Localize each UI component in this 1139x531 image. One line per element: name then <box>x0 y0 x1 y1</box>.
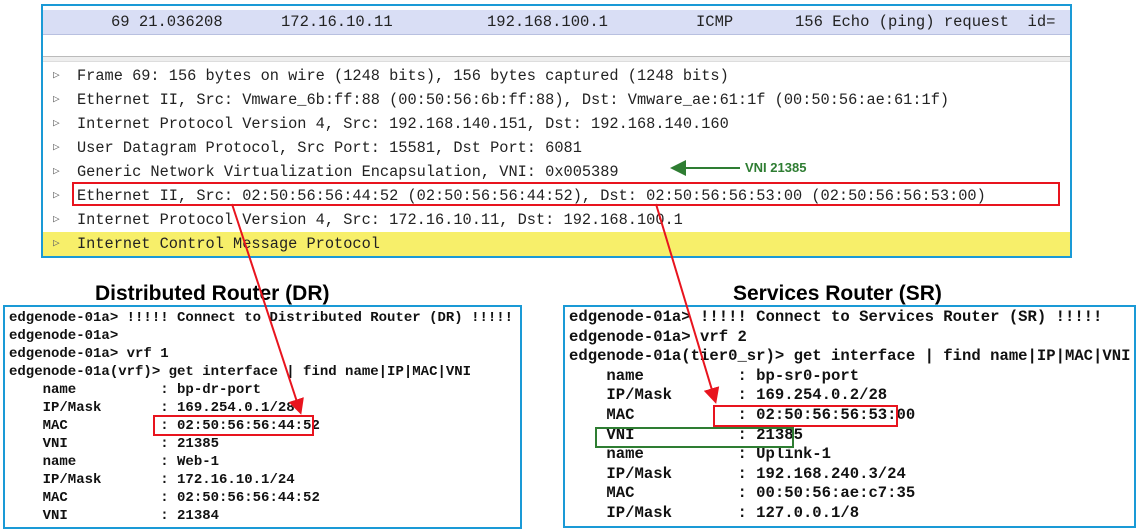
terminal-line: edgenode-01a(vrf)> get interface | find … <box>9 364 472 380</box>
terminal-line: name : Uplink-1 <box>569 445 832 464</box>
pane-splitter[interactable] <box>43 56 1070 62</box>
packet-list-row[interactable]: 69 21.036208 172.16.10.11 192.168.100.1 … <box>43 10 1070 35</box>
terminal-line: MAC : 00:50:56:ae:c7:35 <box>569 484 916 503</box>
tree-item-label: Internet Protocol Version 4, Src: 192.16… <box>77 115 729 133</box>
terminal-line: edgenode-01a> !!!!! Connect to Distribut… <box>9 310 514 326</box>
terminal-line: MAC : 02:50:56:56:44:52 <box>9 490 320 506</box>
expand-triangle-icon[interactable]: ▷ <box>53 94 60 106</box>
terminal-line: MAC : 02:50:56:56:44:52 <box>9 418 320 434</box>
wireshark-panel: 69 21.036208 172.16.10.11 192.168.100.1 … <box>41 4 1072 258</box>
terminal-line: name : Web-1 <box>9 454 220 470</box>
packet-details-tree: ▷ Frame 69: 156 bytes on wire (1248 bits)… <box>43 64 1070 256</box>
terminal-line: name : bp-dr-port <box>9 382 262 398</box>
terminal-line: MAC : 02:50:56:56:53:00 <box>569 405 916 424</box>
sr-mac-highlight-box <box>713 405 898 427</box>
tree-item-label: Internet Control Message Protocol <box>77 235 380 253</box>
tree-item-ipv4-outer[interactable]: ▷ Internet Protocol Version 4, Src: 192.1… <box>43 112 1070 136</box>
packet-no-time: 69 21.036208 <box>111 13 223 31</box>
expand-triangle-icon[interactable]: ▷ <box>53 190 60 202</box>
terminal-line: edgenode-01a> <box>9 328 119 344</box>
terminal-line: edgenode-01a(tier0_sr)> get interface | … <box>569 347 1131 366</box>
expand-triangle-icon[interactable]: ▷ <box>53 166 60 178</box>
terminal-line: edgenode-01a> vrf 1 <box>9 346 169 362</box>
expand-triangle-icon[interactable]: ▷ <box>53 142 60 154</box>
tree-item-label: User Datagram Protocol, Src Port: 15581,… <box>77 139 582 157</box>
terminal-line: IP/Mask : 127.0.0.1/8 <box>569 503 860 522</box>
tree-item-ipv4-inner[interactable]: ▷ Internet Protocol Version 4, Src: 172.1… <box>43 208 1070 232</box>
tree-item-udp[interactable]: ▷ User Datagram Protocol, Src Port: 15581… <box>43 136 1070 160</box>
tree-item-label: Generic Network Virtualization Encapsula… <box>77 163 619 181</box>
packet-destination: 192.168.100.1 <box>487 13 608 31</box>
tree-item-label: Ethernet II, Src: 02:50:56:56:44:52 (02:… <box>77 187 986 205</box>
expand-triangle-icon[interactable]: ▷ <box>53 238 60 250</box>
tree-item-label: Frame 69: 156 bytes on wire (1248 bits),… <box>77 67 729 85</box>
packet-source: 172.16.10.11 <box>281 13 393 31</box>
terminal-line: edgenode-01a> vrf 2 <box>569 327 747 346</box>
dr-mac-highlight-box <box>153 415 314 436</box>
packet-info: 156 Echo (ping) request id= <box>795 13 1056 31</box>
terminal-line: VNI : 21385 <box>569 425 803 444</box>
terminal-line: VNI : 21384 <box>9 508 220 524</box>
terminal-line: edgenode-01a> !!!!! Connect to Services … <box>569 308 1103 326</box>
sr-vni-highlight-box <box>595 427 794 448</box>
tree-item-ethernet-outer[interactable]: ▷ Ethernet II, Src: Vmware_6b:ff:88 (00:5… <box>43 88 1070 112</box>
tree-item-label: Internet Protocol Version 4, Src: 172.16… <box>77 211 683 229</box>
terminal-line: name : bp-sr0-port <box>569 366 860 385</box>
tree-item-label: Ethernet II, Src: Vmware_6b:ff:88 (00:50… <box>77 91 950 109</box>
tree-item-ethernet-inner[interactable]: ▷ Ethernet II, Src: 02:50:56:56:44:52 (02… <box>43 184 1070 208</box>
tree-item-geneve[interactable]: ▷ Generic Network Virtualization Encapsul… <box>43 160 1070 184</box>
packet-protocol: ICMP <box>696 13 734 31</box>
vni-annotation: VNI 21385 <box>745 160 807 175</box>
expand-triangle-icon[interactable]: ▷ <box>53 70 60 82</box>
inner-ethernet-highlight-box <box>72 182 1060 206</box>
terminal-line: IP/Mask : 169.254.0.2/28 <box>569 386 888 405</box>
terminal-line: VNI : 21385 <box>9 436 220 452</box>
sr-title: Services Router (SR) <box>733 282 942 305</box>
terminal-line: IP/Mask : 172.16.10.1/24 <box>9 472 295 488</box>
expand-triangle-icon[interactable]: ▷ <box>53 118 60 130</box>
tree-item-icmp[interactable]: ▷ Internet Control Message Protocol <box>43 232 1070 256</box>
tree-item-frame[interactable]: ▷ Frame 69: 156 bytes on wire (1248 bits)… <box>43 64 1070 88</box>
terminal-line: IP/Mask : 192.168.240.3/24 <box>569 464 906 483</box>
expand-triangle-icon[interactable]: ▷ <box>53 214 60 226</box>
dr-title: Distributed Router (DR) <box>95 282 330 305</box>
